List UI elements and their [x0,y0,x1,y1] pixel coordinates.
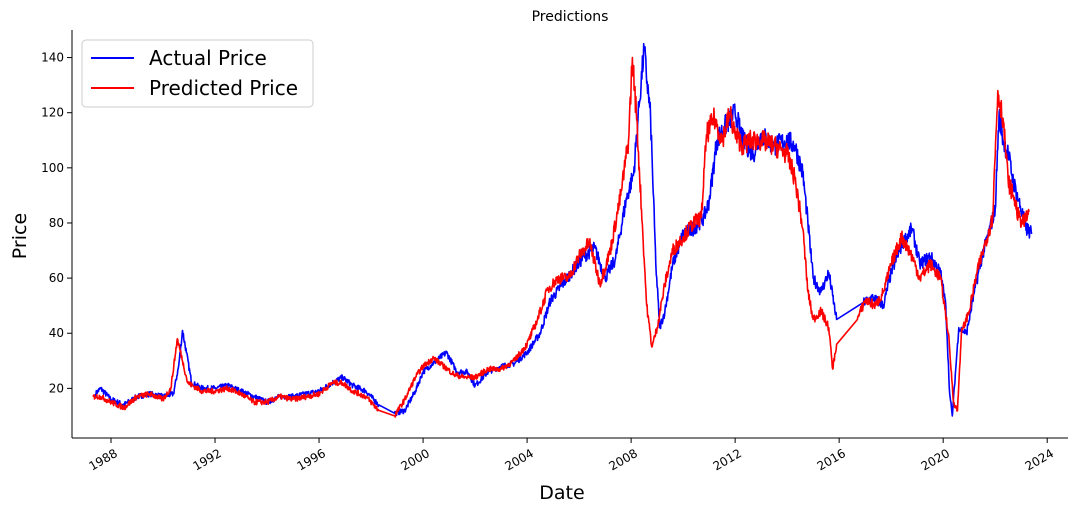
legend: Actual Price Predicted Price [81,39,314,108]
x-tick-label: 2008 [607,446,640,473]
x-tick-label: 1988 [86,446,119,473]
x-tick-label: 2016 [815,446,848,473]
x-tick-label: 2004 [503,446,536,473]
y-tick-label: 40 [49,326,64,340]
y-axis-title: Price [9,213,31,259]
legend-label-predicted: Predicted Price [149,76,298,100]
x-tick-label: 2012 [711,446,744,473]
y-tick-label: 80 [49,216,64,230]
chart-title: Predictions [532,9,609,25]
y-tick-label: 120 [41,106,64,120]
series-layer [92,42,1033,418]
y-tick-label: 100 [41,161,64,175]
legend-frame [81,39,314,108]
x-tick-label: 2020 [919,446,952,473]
y-axis-ticks: 20 40 60 80 100 120 140 [41,51,72,395]
y-tick-label: 20 [49,381,64,395]
y-tick-label: 140 [41,51,64,65]
x-tick-label: 2024 [1023,446,1056,473]
x-axis-title: Date [539,482,584,504]
x-tick-label: 1992 [190,446,223,473]
x-axis-ticks: 1988 1992 1996 2000 2004 2008 2012 2016 2020 2024 [86,438,1056,473]
series-line-predicted-price [92,56,1030,418]
series-line-actual-price [94,42,1033,417]
x-tick-label: 2000 [399,446,432,473]
y-tick-label: 60 [49,271,64,285]
legend-label-actual: Actual Price [149,46,267,70]
x-tick-label: 1996 [294,446,327,473]
